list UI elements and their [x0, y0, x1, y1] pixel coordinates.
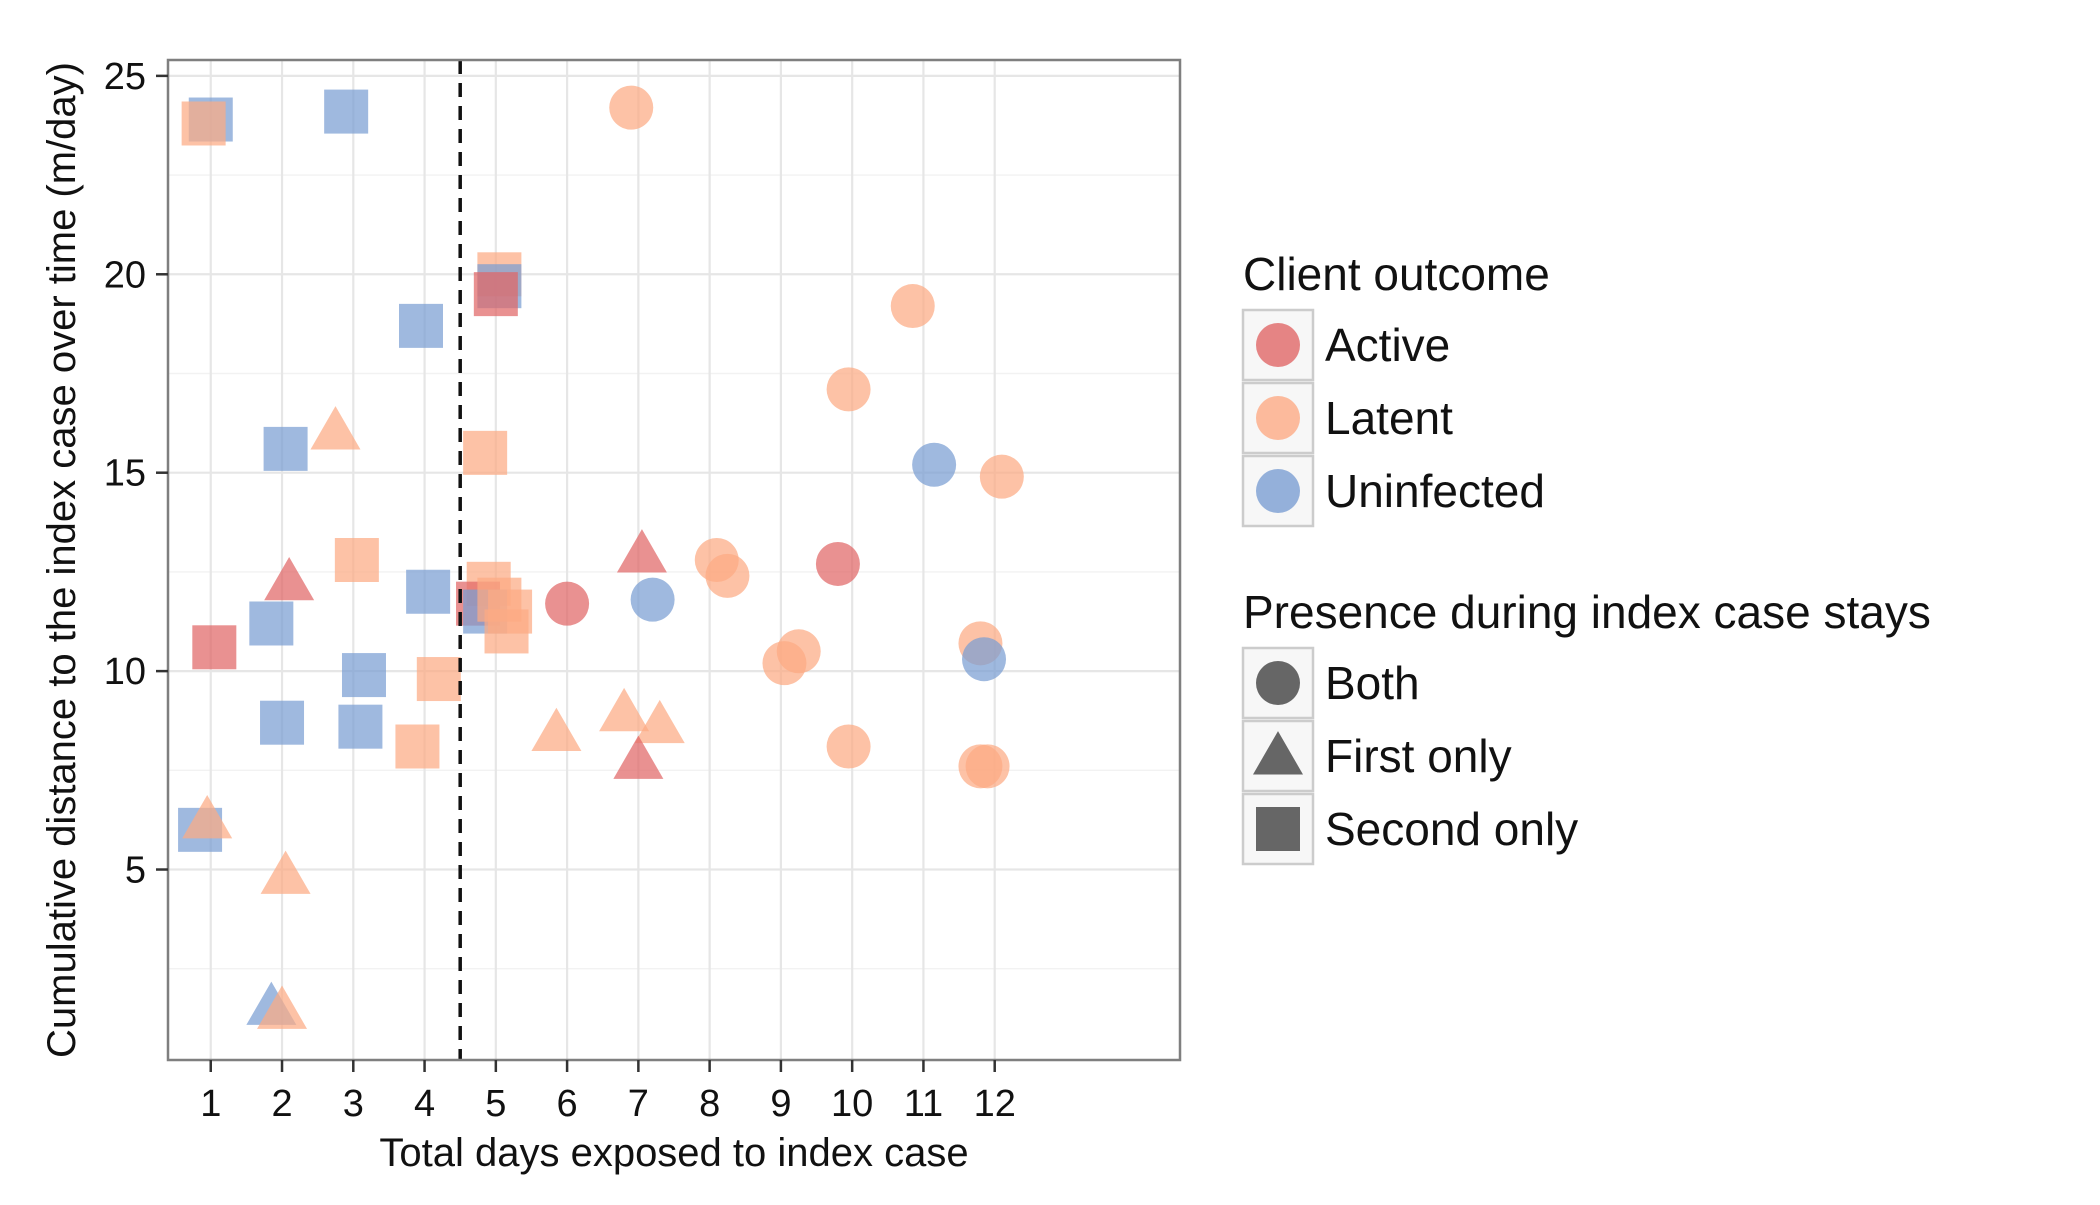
point-uninfected-both — [912, 442, 957, 487]
point-latent-first-only — [310, 406, 361, 450]
x-tick-label: 7 — [628, 1083, 649, 1125]
y-tick-label: 25 — [104, 56, 146, 98]
legend-swatch-latent — [1256, 396, 1300, 440]
x-tick-label: 2 — [271, 1083, 292, 1125]
x-tick-label: 8 — [699, 1083, 720, 1125]
point-active-second-only — [473, 272, 518, 317]
point-uninfected-second-only — [263, 426, 308, 471]
point-latent-both — [776, 629, 821, 674]
plot-panel — [168, 60, 1180, 1060]
legend-key-box — [1241, 381, 1315, 455]
y-tick-label: 10 — [104, 651, 146, 693]
plot-border — [166, 58, 1182, 1062]
legend-outcome-keys: Active Latent Uninfected — [1241, 308, 1545, 528]
point-uninfected-second-only — [260, 700, 305, 745]
legend-swatch-active — [1256, 323, 1300, 367]
point-latent-both — [609, 85, 654, 130]
point-latent-second-only — [334, 538, 379, 582]
point-latent-first-only — [182, 795, 233, 839]
x-tick-label: 4 — [414, 1083, 435, 1125]
legend-label-uninfected: Uninfected — [1325, 465, 1545, 517]
x-axis-label: Total days exposed to index case — [379, 1131, 968, 1175]
point-latent-second-only — [395, 724, 440, 769]
point-active-both — [545, 581, 590, 626]
legend-title-outcome: Client outcome — [1243, 248, 1550, 300]
point-uninfected-both — [962, 637, 1007, 682]
legend-label-latent: Latent — [1325, 392, 1453, 444]
legend-label-second-only: Second only — [1325, 803, 1578, 855]
x-tick-label: 11 — [904, 1083, 943, 1125]
point-latent-both — [826, 367, 871, 412]
legend-label-both: Both — [1325, 657, 1420, 709]
legend-swatch-both — [1256, 661, 1300, 705]
point-latent-both — [890, 284, 935, 329]
legend-swatch-uninfected — [1256, 469, 1300, 513]
x-axis: 1 2 3 4 5 6 7 8 9 10 11 12 — [200, 1060, 1016, 1125]
point-latent-first-only — [257, 985, 308, 1029]
x-tick-label: 3 — [343, 1083, 364, 1125]
point-latent-both — [979, 454, 1024, 499]
point-uninfected-both — [630, 577, 675, 622]
point-uninfected-second-only — [249, 601, 294, 646]
point-latent-both — [705, 553, 750, 598]
legend-label-active: Active — [1325, 319, 1450, 371]
point-latent-first-only — [531, 707, 582, 752]
point-uninfected-second-only — [341, 653, 386, 698]
point-active-first-only — [264, 556, 315, 601]
x-tick-label: 6 — [557, 1083, 578, 1125]
point-latent-both — [965, 744, 1010, 789]
point-uninfected-second-only — [338, 704, 383, 749]
y-tick-label: 15 — [104, 453, 146, 495]
y-axis: 5 10 15 20 25 — [104, 56, 168, 892]
legend-label-first-only: First only — [1325, 730, 1512, 782]
x-tick-label: 9 — [770, 1083, 791, 1125]
legend-swatch-first-only — [1253, 731, 1303, 775]
point-latent-second-only — [463, 430, 508, 475]
point-latent-both — [826, 724, 871, 769]
point-latent-first-only — [599, 687, 650, 732]
x-tick-label: 10 — [831, 1083, 873, 1125]
legend: Client outcome Active Latent Uninfected Pr… — [1241, 248, 1931, 866]
point-active-second-only — [192, 625, 237, 670]
y-tick-label: 5 — [125, 850, 146, 892]
point-latent-second-only — [181, 101, 226, 146]
y-tick-label: 20 — [104, 254, 146, 296]
point-active-first-only — [616, 529, 667, 573]
point-latent-first-only — [260, 850, 311, 894]
y-axis-label: Cumulative distance to the index case ov… — [40, 62, 84, 1058]
point-latent-second-only — [488, 589, 533, 634]
x-tick-label: 5 — [485, 1083, 506, 1125]
point-uninfected-second-only — [406, 569, 451, 614]
legend-presence-keys: Both First only Second only — [1241, 646, 1578, 866]
x-tick-label: 12 — [974, 1083, 1016, 1125]
point-active-both — [815, 541, 860, 586]
point-uninfected-second-only — [399, 303, 443, 348]
point-active-first-only — [613, 735, 664, 779]
point-latent-first-only — [634, 699, 685, 744]
legend-swatch-second-only — [1256, 807, 1300, 851]
point-uninfected-second-only — [324, 89, 369, 134]
x-tick-label: 1 — [200, 1083, 221, 1125]
legend-title-presence: Presence during index case stays — [1243, 586, 1931, 638]
data-points — [178, 85, 1024, 1029]
point-latent-second-only — [416, 657, 461, 702]
